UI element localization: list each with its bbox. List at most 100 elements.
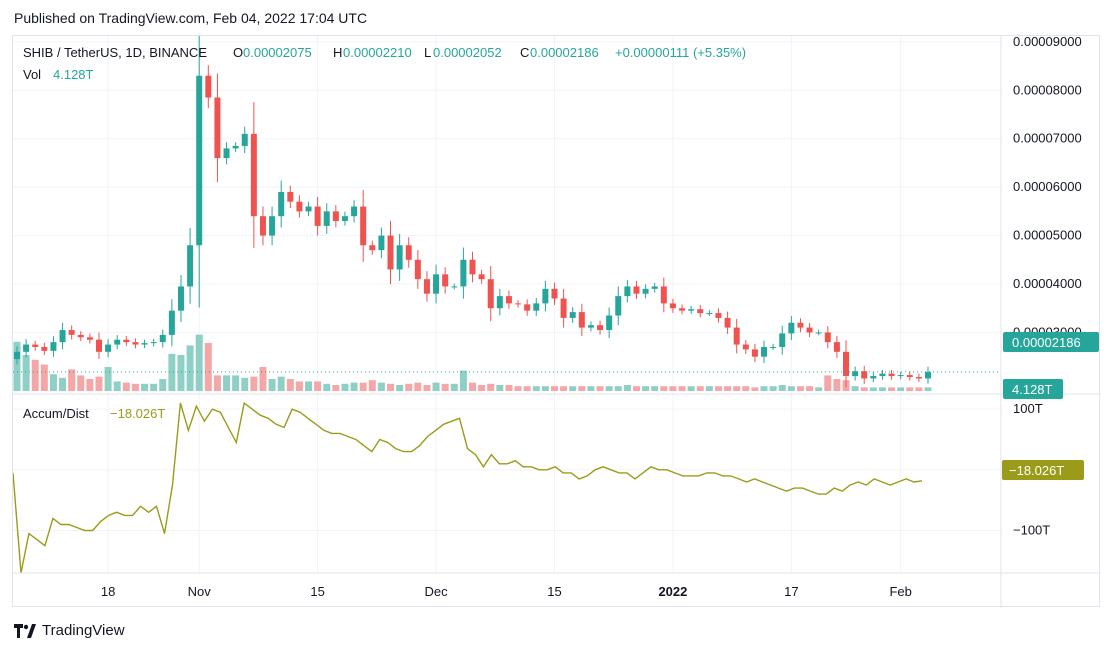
candle-body xyxy=(95,339,102,352)
volume-bar xyxy=(550,386,558,391)
volume-bar xyxy=(760,386,768,391)
volume-bar xyxy=(569,386,577,391)
volume-bar xyxy=(305,381,313,391)
volume-bar xyxy=(660,386,668,391)
volume-bar xyxy=(359,382,367,391)
volume-bar xyxy=(441,383,449,391)
candle-body xyxy=(870,376,877,379)
candle-body xyxy=(770,346,777,348)
candle-body xyxy=(150,342,157,344)
candle-body xyxy=(797,322,804,328)
volume-bar xyxy=(505,385,513,391)
volume-bar xyxy=(560,386,568,391)
volume-bar xyxy=(177,355,185,391)
volume-bar xyxy=(724,386,732,391)
volume-bar xyxy=(377,382,385,391)
candle-body xyxy=(59,330,66,343)
tradingview-logo[interactable]: TradingView xyxy=(14,622,125,639)
candle-body xyxy=(305,206,312,212)
volume-bar xyxy=(687,386,695,391)
candle-body xyxy=(159,334,166,343)
volume-bar xyxy=(769,386,777,391)
volume-bar xyxy=(332,385,340,391)
legend-o-value: 0.00002075 xyxy=(243,45,312,60)
candle-body xyxy=(23,344,30,352)
legend-ohlc: O 0.00002075 H 0.00002210 L 0.00002052 C… xyxy=(233,45,746,60)
volume-bar xyxy=(851,386,859,391)
candle-body xyxy=(132,342,139,345)
candle-body xyxy=(223,148,230,159)
vol-badge-bg xyxy=(1003,379,1063,399)
published-caption: Published on TradingView.com, Feb 04, 20… xyxy=(14,10,368,26)
volume-bar xyxy=(632,386,640,391)
candle-body xyxy=(114,339,121,345)
volume-bar xyxy=(651,386,659,391)
time-tick-label: 17 xyxy=(784,584,798,599)
legend-c-value: 0.00002186 xyxy=(530,45,599,60)
volume-bar xyxy=(259,367,267,391)
volume-bar xyxy=(578,386,586,391)
volume-bar xyxy=(295,381,303,391)
candle-body xyxy=(460,259,467,287)
time-tick-label: 15 xyxy=(547,584,561,599)
time-tick-label: Feb xyxy=(889,584,911,599)
ad-badge-bg xyxy=(1002,460,1084,480)
volume-bar xyxy=(49,374,57,391)
volume-bar xyxy=(815,387,823,391)
candle-body xyxy=(660,286,667,304)
chart-canvas[interactable]: 0.00009000 0.00008000 0.00007000 0.00006000… xyxy=(12,13,1101,608)
time-tick-label: 18 xyxy=(101,584,115,599)
candle-body xyxy=(624,286,631,297)
legend-vol-value: 4.128T xyxy=(53,67,94,82)
price-tick-label: 0.00007000 xyxy=(1013,131,1082,146)
volume-bar xyxy=(232,375,240,391)
candle-body xyxy=(433,274,440,294)
volume-bar xyxy=(432,382,440,391)
candle-body xyxy=(915,377,922,379)
candle-body xyxy=(259,216,266,236)
volume-bar xyxy=(414,382,422,391)
volume-bar xyxy=(241,377,249,391)
chart-frame[interactable]: 0.00009000 0.00008000 0.00007000 0.00006000… xyxy=(12,13,1101,608)
candle-body xyxy=(369,245,376,251)
volume-bar xyxy=(796,386,804,391)
candle-body xyxy=(861,371,868,379)
volume-bar xyxy=(396,385,404,391)
candle-body xyxy=(833,342,840,352)
time-tick-label: 2022 xyxy=(658,584,687,599)
volume-bar xyxy=(286,379,294,391)
tradingview-logo-icon xyxy=(14,623,36,638)
price-tick-label: 0.00009000 xyxy=(1013,36,1082,49)
volume-bar xyxy=(487,383,495,391)
price-badge: 0.00002186 xyxy=(1003,332,1099,352)
price-badge-text: 0.00002186 xyxy=(1012,335,1081,350)
candle-body xyxy=(788,322,795,334)
legend-change: +0.00000111 (+5.35%) xyxy=(615,45,746,60)
candle-body xyxy=(569,312,576,318)
candle-body xyxy=(187,245,194,287)
candle-body xyxy=(879,373,886,377)
candle-body xyxy=(496,296,503,309)
volume-bar xyxy=(314,381,322,391)
candle-body xyxy=(86,337,93,340)
candle-body xyxy=(351,206,358,217)
candle-body xyxy=(341,216,348,222)
candle-body xyxy=(715,313,722,318)
candle-body xyxy=(633,286,640,294)
candle-body xyxy=(733,327,740,345)
vol-badge-text: 4.128T xyxy=(1012,382,1053,397)
candle-body xyxy=(68,330,75,335)
volume-bar xyxy=(787,386,795,391)
time-tick-label: 15 xyxy=(310,584,324,599)
candle-body xyxy=(505,296,512,304)
candle-body xyxy=(177,286,184,311)
candle-body xyxy=(487,279,494,309)
vol-badge: 4.128T xyxy=(1003,379,1063,399)
candle-body xyxy=(232,145,239,149)
candle-body xyxy=(269,216,276,236)
ad-tick-label: 100T xyxy=(1013,401,1043,416)
candle-body xyxy=(542,288,549,304)
volume-bar xyxy=(478,385,486,391)
volume-bar xyxy=(159,379,167,391)
volume-bar xyxy=(86,379,94,391)
